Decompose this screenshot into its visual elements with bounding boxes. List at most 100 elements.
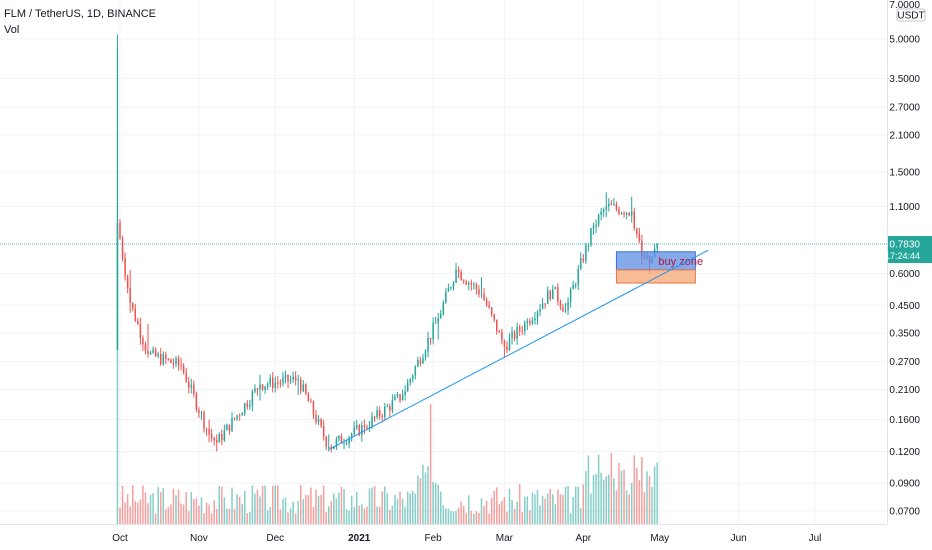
volume-bar bbox=[468, 495, 470, 524]
volume-bar bbox=[371, 487, 373, 524]
volume-bar bbox=[307, 495, 310, 524]
candle-body bbox=[249, 404, 251, 407]
candle-body bbox=[432, 322, 434, 340]
candle-body bbox=[496, 319, 498, 332]
volume-bar bbox=[195, 498, 198, 524]
volume-bar bbox=[643, 492, 646, 524]
candle-body bbox=[373, 416, 376, 418]
candle-body bbox=[274, 382, 277, 388]
candle-body bbox=[541, 303, 544, 309]
volume-bar bbox=[333, 493, 335, 524]
candle-body bbox=[396, 394, 399, 397]
volume-bar bbox=[389, 509, 391, 524]
volume-bar bbox=[455, 510, 457, 524]
candle-body bbox=[493, 314, 495, 320]
volume-bar bbox=[432, 481, 434, 524]
candle-body bbox=[531, 320, 534, 324]
candle-body bbox=[147, 350, 149, 354]
volume-bar bbox=[493, 490, 495, 524]
candle-body bbox=[414, 366, 417, 376]
candle-body bbox=[485, 300, 488, 306]
volume-bar bbox=[638, 480, 641, 524]
price-tick-label: 1.1000 bbox=[889, 202, 920, 213]
volume-bar bbox=[363, 508, 366, 524]
volume-bar bbox=[618, 463, 620, 524]
candle-body bbox=[641, 240, 643, 257]
volume-bar bbox=[526, 496, 529, 524]
volume-bar bbox=[177, 489, 180, 524]
volume-bar bbox=[190, 492, 193, 524]
volume-bar bbox=[600, 472, 602, 524]
candle-body bbox=[383, 406, 386, 417]
volume-bar bbox=[299, 485, 302, 524]
volume-bar bbox=[516, 501, 518, 524]
volume-label: Vol bbox=[4, 24, 20, 36]
volume-bar bbox=[480, 498, 483, 524]
volume-bar bbox=[524, 496, 526, 524]
candle-body bbox=[567, 301, 569, 311]
volume-bar bbox=[378, 506, 381, 524]
volume-bar bbox=[409, 493, 411, 524]
volume-bar bbox=[134, 501, 137, 524]
trendline bbox=[328, 249, 709, 451]
candle-body bbox=[602, 209, 605, 212]
volume-bar bbox=[231, 487, 233, 524]
time-tick-label: Apr bbox=[576, 533, 592, 544]
price-tick-label: 0.2100 bbox=[889, 385, 920, 396]
volume-bar bbox=[485, 500, 488, 524]
volume-bar bbox=[577, 486, 580, 524]
candle-body bbox=[412, 375, 414, 379]
volume-bar bbox=[429, 404, 432, 524]
volume-bar bbox=[249, 511, 251, 524]
time-tick-label: Dec bbox=[266, 533, 284, 544]
volume-bar bbox=[470, 510, 473, 524]
candle-body bbox=[518, 327, 521, 331]
volume-bar bbox=[129, 506, 131, 524]
volume-bar bbox=[325, 512, 327, 524]
candle-body bbox=[391, 400, 394, 411]
volume-bar bbox=[271, 486, 274, 524]
candle-body bbox=[338, 435, 340, 440]
candle-body bbox=[266, 384, 269, 387]
grid bbox=[0, 0, 887, 524]
candle-body bbox=[292, 376, 294, 380]
volume-bar bbox=[210, 513, 213, 524]
candle-body bbox=[475, 284, 478, 290]
candle-body bbox=[608, 203, 610, 207]
volume-bar bbox=[602, 479, 605, 524]
candle-body bbox=[559, 301, 562, 308]
volume-bar bbox=[447, 508, 450, 524]
candle-body bbox=[549, 290, 552, 300]
volume-bar bbox=[653, 466, 656, 524]
volume-bar bbox=[121, 485, 124, 524]
time-tick-label: Feb bbox=[425, 533, 443, 544]
volume-bar bbox=[636, 467, 638, 524]
volume-bar bbox=[317, 496, 320, 524]
candle-body bbox=[462, 280, 465, 282]
candle-body bbox=[394, 396, 396, 401]
volume-bar bbox=[236, 494, 238, 524]
candle-body bbox=[620, 212, 623, 214]
countdown-label: 17:24:44 bbox=[885, 251, 920, 261]
candle-body bbox=[340, 435, 343, 444]
candle-body bbox=[282, 377, 284, 383]
volume-bar bbox=[531, 492, 534, 524]
candle-body bbox=[159, 353, 162, 365]
candle-body bbox=[121, 238, 124, 259]
candle-body bbox=[195, 393, 198, 410]
volume-bar bbox=[399, 491, 401, 524]
volume-bar bbox=[646, 471, 648, 524]
volume-bar bbox=[355, 492, 358, 524]
volume-bar bbox=[610, 452, 613, 524]
candle-body bbox=[312, 401, 315, 415]
candle-body bbox=[279, 382, 282, 384]
candle-body bbox=[524, 322, 526, 332]
candle-body bbox=[465, 281, 467, 285]
volume-bar bbox=[383, 486, 386, 524]
candle-body bbox=[193, 384, 195, 394]
candle-body bbox=[198, 409, 200, 414]
volume-bar bbox=[338, 492, 340, 524]
volume-bar bbox=[373, 485, 376, 524]
volume-bar bbox=[442, 505, 445, 524]
